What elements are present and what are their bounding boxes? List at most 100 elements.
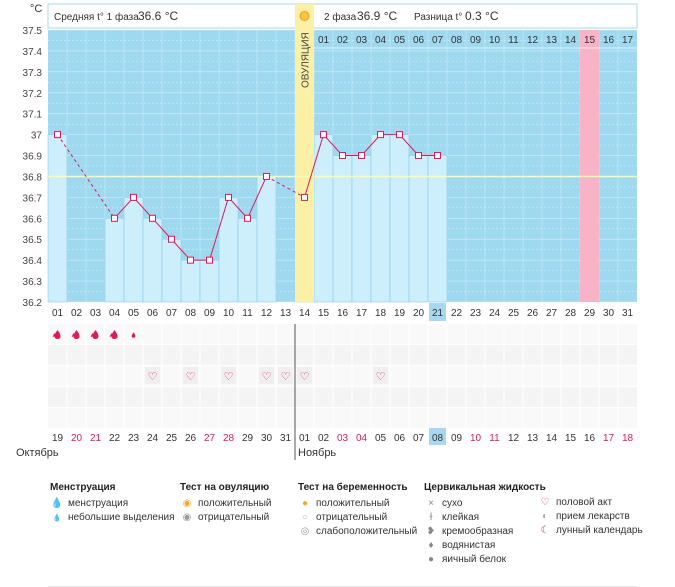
legend-menstruation: Менструация 💧 менструация 💧 небольшие выде… [50, 482, 175, 525]
temperature-bar [351, 155, 372, 303]
cycle-day-label: 31 [622, 308, 634, 319]
temperature-point [130, 193, 137, 201]
temperature-bar [180, 259, 201, 303]
calendar-date-label: 19 [52, 433, 64, 444]
legend-cervical-title: Цервикальная жидкость [424, 482, 546, 493]
month-label: Октябрь [16, 447, 59, 459]
legend-ovulation-test-item: положительный [198, 498, 272, 509]
menstruation-drop-icon [54, 330, 61, 339]
temperature-bar [408, 155, 429, 303]
temperature-point [358, 152, 365, 160]
creamy-icon: ❥ [426, 526, 436, 537]
cycle-day-label: 29 [584, 308, 596, 319]
temperature-point [168, 235, 175, 243]
after-ovulation-day-label: 17 [622, 35, 634, 46]
calendar-date-label: 26 [185, 433, 197, 444]
drop-heavy-icon: 💧 [50, 498, 64, 509]
cycle-day-label: 17 [356, 308, 368, 319]
cycle-day-label: 10 [223, 308, 235, 319]
heart-icon: ♡ [186, 371, 196, 383]
egg-white-icon: ● [427, 554, 435, 565]
ovulation-positive-icon: ◉ [182, 498, 192, 509]
after-ovulation-day-label: 10 [489, 35, 501, 46]
legend-pregnancy-test-item: слабоположительный [316, 526, 418, 537]
after-ovulation-day-label: 06 [413, 35, 425, 46]
y-tick-label: 36.6 [23, 214, 43, 225]
y-tick-label: 37.2 [23, 89, 43, 100]
temperature-bar [161, 238, 182, 303]
after-ovulation-day-label: 07 [432, 35, 444, 46]
y-tick-label: 36.4 [23, 256, 43, 267]
temperature-point [339, 152, 346, 160]
bbt-chart: Средняя t° 1 фаза 36.6 °C 2 фаза 36.9 °C Раз… [16, 3, 638, 460]
temperature-bar [256, 176, 277, 303]
legend-pregnancy-test: Тест на беременность ● положительный ○ отр… [298, 482, 417, 539]
dry-icon: × [428, 498, 434, 509]
after-ovulation-day-label: 12 [527, 35, 539, 46]
menstruation-drop-small-icon [52, 333, 56, 337]
temperature-bar [370, 134, 391, 303]
cycle-day-label: 05 [128, 308, 140, 319]
legend-ovulation-test-title: Тест на овуляцию [180, 482, 270, 493]
intercourse-cell [259, 367, 274, 384]
cycle-day-label: 08 [185, 308, 197, 319]
intercourse-cell [373, 367, 388, 384]
legend-cervical-item: клейкая [442, 512, 480, 523]
y-tick-label: 37.3 [23, 68, 43, 79]
intercourse-cell [297, 367, 312, 384]
temperature-point [377, 131, 384, 139]
legend-menstruation-item: небольшие выделения [68, 512, 175, 523]
after-ovulation-day-label: 01 [318, 35, 330, 46]
phase2-value: 36.9 °C [357, 9, 397, 23]
calendar-date-label: 05 [375, 433, 387, 444]
temperature-bar [199, 259, 220, 303]
cycle-day-label: 19 [394, 308, 406, 319]
cycle-day-label: 30 [603, 308, 615, 319]
symbol-row [48, 387, 637, 407]
temperature-point [111, 214, 118, 222]
calendar-date-label: 28 [223, 433, 235, 444]
symbol-row [48, 324, 637, 344]
cycle-day-label: 21 [432, 308, 444, 319]
month-label: Ноябрь [298, 447, 336, 459]
phase1-label: Средняя t° 1 фаза [54, 11, 139, 23]
temperature-point [206, 256, 213, 264]
calendar-date-label: 17 [603, 433, 615, 444]
temperature-point [244, 214, 251, 222]
cycle-day-label: 24 [489, 308, 501, 319]
after-ovulation-day-label: 03 [356, 35, 368, 46]
cycle-day-label: 25 [508, 308, 520, 319]
legend-menstruation-title: Менструация [50, 482, 116, 493]
legend-other-item: лунный календарь [556, 525, 643, 536]
ovulation-sun-icon [299, 11, 310, 21]
cycle-day-label: 01 [52, 308, 64, 319]
cycle-day-label: 23 [470, 308, 482, 319]
temperature-bar [218, 197, 239, 303]
cycle-day-label: 18 [375, 308, 387, 319]
legend-cervical-item: яичный белок [442, 554, 507, 565]
temperature-line-segment [266, 176, 305, 198]
calendar-date-label: 12 [508, 433, 520, 444]
phase2-label: 2 фаза [324, 11, 357, 23]
temperature-bar [332, 155, 353, 303]
cycle-day-label: 28 [565, 308, 577, 319]
temperature-bar [47, 134, 68, 303]
legend-other-item: прием лекарств [556, 511, 630, 522]
calendar-date-label: 09 [451, 433, 463, 444]
heart-icon: ♡ [148, 371, 158, 383]
calendar-date-label: 22 [109, 433, 121, 444]
after-ovulation-day-label: 11 [508, 35, 519, 46]
after-ovulation-day-label: 04 [375, 35, 387, 46]
calendar-date-label: 14 [546, 433, 558, 444]
cycle-day-label: 16 [337, 308, 349, 319]
temperature-point [396, 131, 403, 139]
temperature-point [320, 131, 327, 139]
current-day-highlight [429, 303, 446, 321]
menstruation-drop-icon [73, 330, 80, 339]
legend-other-item: половой акт [556, 497, 613, 508]
highlight-column [580, 30, 599, 302]
calendar-date-label: 13 [527, 433, 539, 444]
calendar-date-label: 23 [128, 433, 140, 444]
temperature-point [415, 152, 422, 160]
